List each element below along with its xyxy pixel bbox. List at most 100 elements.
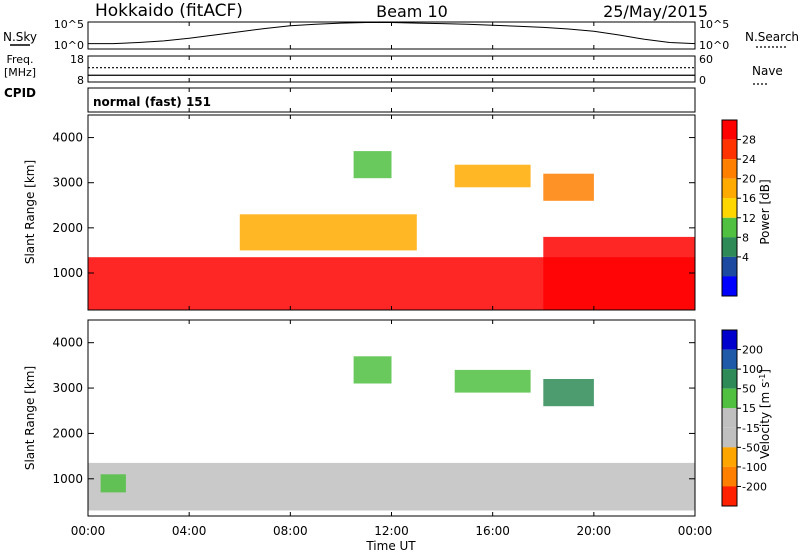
velocity-ytick-label-2: 2000: [52, 426, 83, 440]
velocity-region-0: [88, 462, 695, 511]
time-tick-label-2: 08:00: [273, 524, 308, 538]
power-ytick-label-2: 2000: [52, 221, 83, 235]
chart-title: Hokkaido (fitACF): [95, 1, 243, 21]
power-colorbar-swatch-3: [722, 178, 737, 199]
noise-frame: [87, 21, 696, 50]
velocity-colorbar-label-main: Velocity [: [758, 403, 772, 459]
frequency-tick-bottom: 8: [77, 74, 84, 87]
velocity-colorbar-swatch-2: [722, 369, 737, 389]
frequency-unit-label: [MHz]: [4, 66, 36, 79]
power-y-axis: 4000 3000 2000 1000: [52, 131, 695, 280]
velocity-colorbar-unit: m s: [758, 382, 772, 404]
frequency-tick-top: 18: [70, 53, 84, 66]
velocity-region-4: [100, 474, 126, 493]
noise-right-tick-top: 10^5: [699, 18, 729, 31]
velocity-region-1: [353, 356, 392, 384]
power-colorbar-swatch-0: [722, 120, 737, 140]
noise-left-tick-top: 10^5: [54, 18, 84, 31]
power-colorbar-tick-label-1: 24: [742, 153, 756, 166]
power-colorbar-swatch-5: [722, 217, 737, 238]
time-axis: 00:00 04:00 08:00 12:00 16:00 20:00 00:00: [71, 22, 713, 538]
velocity-colorbar-tick-label-3: 15: [742, 402, 756, 415]
power-colorbar-frame: [721, 119, 738, 297]
velocity-ytick-label-1: 3000: [52, 381, 83, 395]
x-axis-label: Time UT: [365, 539, 416, 553]
frequency-label: Freq.: [6, 53, 33, 66]
velocity-colorbar-tick-label-0: 200: [742, 344, 763, 357]
velocity-colorbar-tick-label-7: -200: [742, 480, 767, 493]
time-tick-label-5: 20:00: [577, 524, 612, 538]
velocity-panel: 4000 3000 2000 1000 Slant Range [km] 200 100…: [23, 319, 773, 517]
velocity-colorbar-swatch-6: [722, 447, 737, 467]
power-data-layer: [88, 151, 696, 310]
power-colorbar-tick-label-3: 16: [742, 192, 756, 205]
power-colorbar-swatch-1: [722, 139, 737, 160]
cpid-panel: CPID normal (fast) 151: [4, 86, 696, 113]
time-tick-label-3: 12:00: [374, 524, 409, 538]
power-region-5: [543, 236, 696, 310]
velocity-colorbar-tick-label-2: 50: [742, 383, 756, 396]
power-colorbar-swatch-8: [722, 276, 737, 296]
velocity-colorbar-swatch-8: [722, 486, 737, 506]
velocity-colorbar-swatch-5: [722, 427, 737, 448]
velocity-colorbar-swatch-0: [722, 330, 737, 350]
velocity-colorbar-swatch-3: [722, 388, 737, 409]
cpid-label: CPID: [4, 86, 36, 100]
velocity-region-3: [543, 379, 594, 407]
velocity-colorbar-swatch-4: [722, 408, 737, 428]
time-tick-label-1: 04:00: [172, 524, 207, 538]
velocity-colorbar-frame: [721, 329, 738, 507]
noise-left-label: N.Sky: [3, 30, 37, 44]
velocity-colorbar-label: Velocity [m s-1]: [758, 369, 773, 459]
velocity-colorbar-swatch-7: [722, 466, 737, 487]
time-tick-label-6: 00:00: [678, 524, 713, 538]
cpid-value: normal (fast) 151: [93, 95, 211, 109]
power-colorbar-label: Power [dB]: [758, 179, 772, 244]
power-region-2: [353, 151, 392, 179]
power-region-1: [239, 214, 417, 251]
power-region-4: [543, 173, 594, 201]
velocity-region-2: [454, 369, 531, 393]
nave-tick-bottom: 0: [699, 74, 706, 87]
nave-label: Nave: [752, 64, 783, 78]
velocity-colorbar: 200 100 50 15 -15 -50 -100 -200: [721, 329, 767, 507]
velocity-ytick-label-3: 1000: [52, 472, 83, 486]
noise-panel: N.Sky 10^5 10^0 10^5 10^0 N.Search: [3, 18, 799, 52]
power-colorbar-swatch-2: [722, 159, 737, 179]
velocity-colorbar-tick-label-1: 100: [742, 363, 763, 376]
power-colorbar-swatch-6: [722, 237, 737, 257]
nave-tick-top: 60: [699, 53, 713, 66]
velocity-y-axis: 4000 3000 2000 1000: [52, 336, 695, 486]
velocity-y-label: Slant Range [km]: [23, 366, 37, 470]
velocity-data-layer: [88, 356, 695, 511]
noise-left-tick-bottom: 10^0: [54, 39, 84, 52]
power-ytick-label-3: 1000: [52, 266, 83, 280]
velocity-colorbar-swatch-1: [722, 349, 737, 370]
power-colorbar: 28 24 20 16 12 8 4: [721, 119, 756, 297]
time-tick-label-4: 16:00: [475, 524, 510, 538]
power-colorbar-tick-label-5: 8: [742, 231, 749, 244]
time-tick-label-0: 00:00: [71, 524, 106, 538]
velocity-colorbar-exp: -1: [758, 374, 767, 382]
power-colorbar-tick-label-0: 28: [742, 134, 756, 147]
noise-right-tick-bottom: 10^0: [699, 39, 729, 52]
power-ytick-label-0: 4000: [52, 131, 83, 145]
power-colorbar-swatch-7: [722, 256, 737, 277]
beam-label: Beam 10: [376, 2, 448, 21]
velocity-colorbar-tick-label-4: -15: [742, 422, 760, 435]
power-region-3: [454, 164, 531, 188]
velocity-colorbar-tick-label-6: -100: [742, 461, 767, 474]
power-colorbar-swatch-4: [722, 198, 737, 218]
power-colorbar-tick-label-2: 20: [742, 173, 756, 186]
power-y-label: Slant Range [km]: [23, 160, 37, 264]
noise-right-label: N.Search: [745, 30, 799, 44]
power-colorbar-tick-label-6: 4: [742, 251, 749, 264]
power-ytick-label-1: 3000: [52, 176, 83, 190]
power-colorbar-tick-label-4: 12: [742, 212, 756, 225]
power-panel: 4000 3000 2000 1000 Slant Range [km] 28 24 20…: [23, 114, 772, 311]
frequency-panel: Freq. [MHz] 18 8 60 0 Nave: [4, 53, 783, 87]
velocity-ytick-label-0: 4000: [52, 336, 83, 350]
date-label: 25/May/2015: [603, 2, 708, 21]
